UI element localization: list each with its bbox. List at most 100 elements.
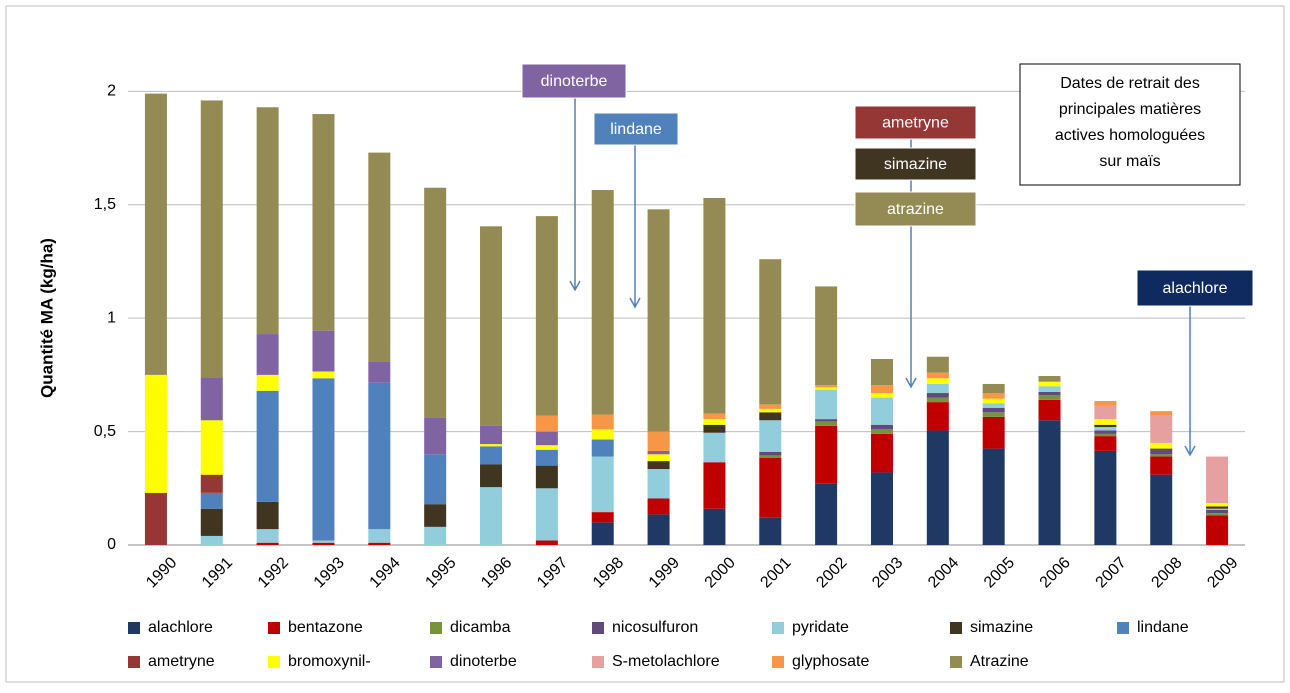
bar-segment <box>591 429 614 440</box>
bar-segment <box>1206 515 1229 545</box>
bar-segment <box>926 402 949 431</box>
bar-segment <box>870 433 893 473</box>
bar-segment <box>312 540 335 543</box>
bar-segment <box>1206 506 1229 509</box>
bar-segment <box>759 452 782 456</box>
bar-segment <box>1038 399 1061 421</box>
bar-segment <box>1038 420 1061 545</box>
legend-label: bromoxynil- <box>288 653 371 670</box>
annotation-label: dinoterbe <box>541 73 608 90</box>
bar-segment <box>144 492 167 545</box>
bar-segment <box>926 397 949 403</box>
bar-segment <box>647 431 670 451</box>
legend-swatch <box>592 622 604 634</box>
bar-segment <box>870 385 893 394</box>
bar-segment <box>256 501 279 530</box>
bar-segment <box>480 226 503 426</box>
y-axis-label: Quantité MA (kg/ha) <box>37 238 56 398</box>
bar-segment <box>200 100 223 378</box>
legend-swatch <box>430 622 442 634</box>
bar-segment <box>368 361 391 383</box>
bar-segment <box>926 372 949 379</box>
bar-segment <box>815 421 838 426</box>
bar-segment <box>1094 424 1117 428</box>
bar-segment <box>982 412 1005 417</box>
bar-segment <box>1150 456 1173 475</box>
bar-segment <box>870 359 893 386</box>
bar-segment <box>870 472 893 545</box>
bar-segment <box>759 420 782 453</box>
note-box <box>1019 63 1241 186</box>
bar-segment <box>1150 448 1173 450</box>
bar-segment <box>480 444 503 447</box>
bar-segment <box>815 419 838 422</box>
bar-segment <box>647 498 670 515</box>
bar-segment <box>703 508 726 545</box>
legend-label: pyridate <box>792 619 849 636</box>
bar-segment <box>424 504 447 527</box>
legend-label: dinoterbe <box>450 653 517 670</box>
bar-segment <box>256 529 279 543</box>
bar-segment <box>982 383 1005 394</box>
bar-segment <box>759 259 782 405</box>
bar-segment <box>200 474 223 493</box>
bar-segment <box>1150 454 1173 457</box>
bar-segment <box>1150 449 1173 455</box>
bar-segment <box>1094 419 1117 425</box>
legend-label: glyphosate <box>792 653 869 670</box>
bar-segment <box>815 387 838 390</box>
bar-segment <box>256 374 279 391</box>
legend-swatch <box>128 622 140 634</box>
bar-segment <box>647 514 670 545</box>
bar-segment <box>982 398 1005 404</box>
y-tick-label: 0 <box>107 536 116 553</box>
bar-segment <box>1150 415 1173 443</box>
bar-segment <box>703 413 726 420</box>
bar-segment <box>480 425 503 445</box>
bar-segment <box>1094 433 1117 437</box>
bar-segment <box>312 378 335 541</box>
legend-label: lindane <box>1137 619 1189 636</box>
annotation-box <box>854 191 977 227</box>
bar-segment <box>982 393 1005 399</box>
bar-segment <box>535 431 558 446</box>
bar-segment <box>759 455 782 458</box>
bar-segment <box>480 446 503 465</box>
legend-swatch <box>268 622 280 634</box>
bar-segment <box>200 420 223 475</box>
bar-segment <box>926 383 949 394</box>
legend-label: nicosulfuron <box>612 619 698 636</box>
bar-segment <box>1206 509 1229 514</box>
bar-segment <box>424 526 447 545</box>
bar-segment <box>535 445 558 450</box>
bar-segment <box>870 393 893 398</box>
bar-segment <box>1094 400 1117 406</box>
bar-segment <box>1094 405 1117 420</box>
annotation-label: alachlore <box>1163 280 1228 297</box>
bar-segment <box>759 412 782 421</box>
bar-segment <box>703 462 726 509</box>
annotation-box <box>1136 269 1254 307</box>
y-tick-label: 0,5 <box>94 423 116 440</box>
bar-segment <box>256 334 279 375</box>
bar-segment <box>703 424 726 433</box>
bar-segment <box>200 535 223 545</box>
bar-segment <box>982 448 1005 545</box>
annotation-label: atrazine <box>887 201 944 218</box>
bar-segment <box>1150 442 1173 449</box>
bar-segment <box>312 371 335 379</box>
bar-segment <box>1038 381 1061 387</box>
bar-segment <box>368 529 391 543</box>
note-line: sur maïs <box>1099 153 1160 170</box>
legend-swatch <box>1117 622 1129 634</box>
bar-segment <box>591 512 614 523</box>
annotation-box <box>593 112 679 146</box>
bar-segment <box>1150 474 1173 545</box>
note-line: Dates de retrait des <box>1060 75 1200 92</box>
bar-segment <box>1206 503 1229 507</box>
bar-segment <box>312 542 335 545</box>
bar-segment <box>312 330 335 372</box>
legend-swatch <box>772 622 784 634</box>
bar-segment <box>1094 427 1117 431</box>
